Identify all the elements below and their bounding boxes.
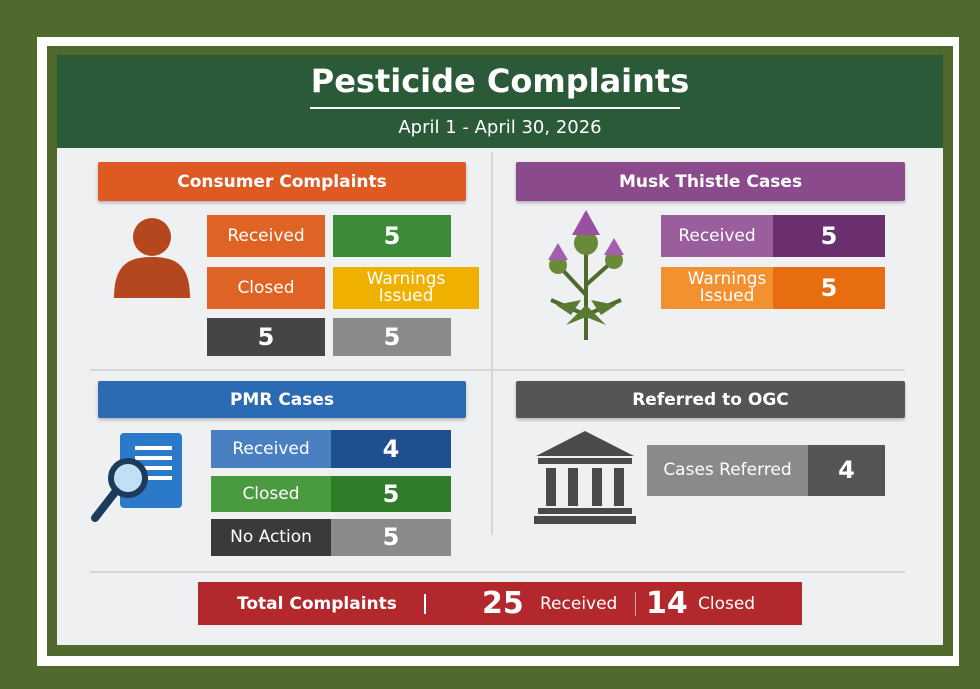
value-cell: 5 bbox=[207, 318, 325, 356]
thistle-icon bbox=[536, 205, 636, 345]
label-cell: Cases Referred bbox=[647, 445, 808, 496]
divider bbox=[90, 369, 905, 371]
value-cell: 5 bbox=[773, 215, 885, 257]
received-label: Received bbox=[540, 582, 617, 625]
label-cell: No Action bbox=[211, 519, 331, 556]
value-cell: 4 bbox=[331, 430, 451, 468]
title: Pesticide Complaints bbox=[57, 62, 943, 100]
label-cell: Warnings Issued bbox=[333, 267, 479, 309]
label-cell: Received bbox=[661, 215, 773, 257]
title-rule bbox=[310, 107, 680, 109]
value-cell: 5 bbox=[333, 318, 451, 356]
section-header: PMR Cases bbox=[98, 381, 466, 418]
value-cell: 5 bbox=[331, 476, 451, 512]
label-cell: Received bbox=[211, 430, 331, 468]
total-received: 25 bbox=[482, 582, 524, 625]
page: Pesticide Complaints April 1 - April 30,… bbox=[0, 0, 980, 689]
value-cell: 5 bbox=[333, 215, 451, 257]
label-cell: Closed bbox=[207, 267, 325, 309]
footer-label: Total Complaints bbox=[237, 582, 397, 625]
subtitle: April 1 - April 30, 2026 bbox=[57, 117, 943, 138]
value-cell: 5 bbox=[773, 267, 885, 309]
section-header: Musk Thistle Cases bbox=[516, 162, 905, 201]
building-icon bbox=[532, 428, 638, 526]
section-header: Consumer Complaints bbox=[98, 162, 466, 201]
label-cell: Received bbox=[207, 215, 325, 257]
label-cell: Closed bbox=[211, 476, 331, 512]
section-header: Referred to OGC bbox=[516, 381, 905, 418]
divider bbox=[90, 571, 905, 573]
separator bbox=[635, 592, 636, 616]
value-cell: 4 bbox=[808, 445, 885, 496]
separator bbox=[424, 594, 426, 614]
person-icon bbox=[110, 215, 194, 300]
closed-label: Closed bbox=[698, 582, 755, 625]
value-cell: 5 bbox=[331, 519, 451, 556]
total-closed: 14 bbox=[646, 582, 688, 625]
divider bbox=[491, 152, 493, 535]
document-icon bbox=[90, 430, 190, 525]
